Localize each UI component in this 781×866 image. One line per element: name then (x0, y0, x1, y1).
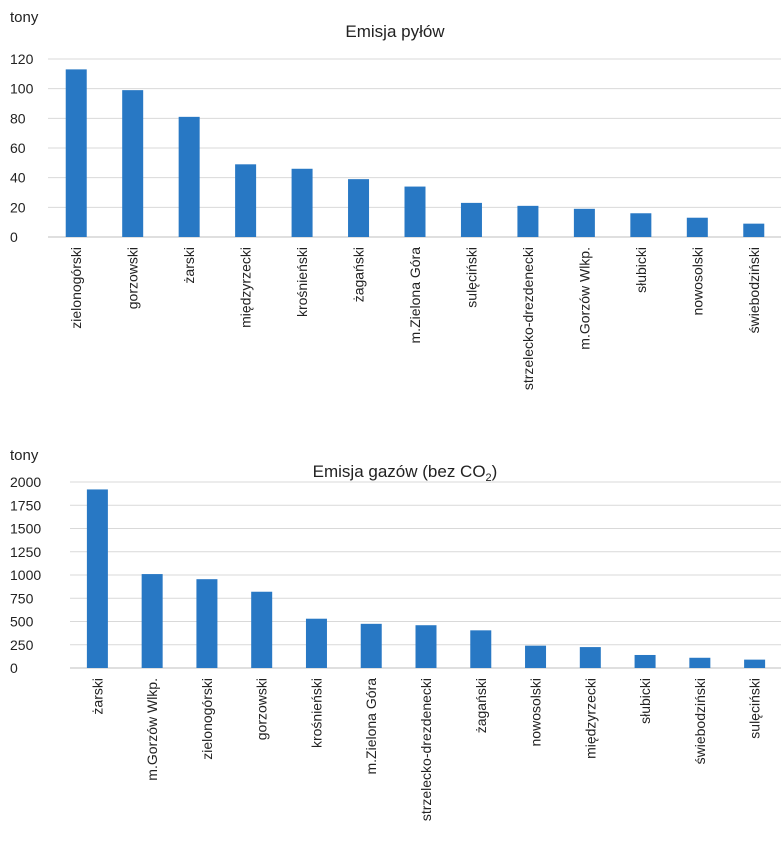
c1-category-label: krośnieński (294, 247, 310, 317)
chart1-category-labels: zielonogórski gorzowski żarski międzyrzecki… (68, 247, 762, 390)
chart1-unit-label: tony (10, 9, 39, 26)
c1-bar (348, 179, 370, 237)
c2-y-tick-label: 1250 (10, 544, 41, 560)
c2-category-label: m.Zielona Góra (363, 678, 379, 775)
c1-bar (122, 90, 144, 238)
c2-category-label: międzyrzecki (582, 678, 598, 759)
c2-bar (579, 647, 601, 668)
c1-bar (65, 69, 87, 237)
c1-category-label: zielonogórski (68, 247, 84, 329)
c1-category-label: nowosolski (689, 247, 705, 315)
c2-bar (525, 645, 547, 668)
chart2-unit-label: tony (10, 447, 39, 464)
dust-emission-chart: tony Emisja pyłów 0 20 40 60 80 100 120 zielon… (10, 9, 781, 390)
chart2-category-labels: żarski m.Gorzów Wlkp. zielonogórski gorzows… (89, 678, 762, 821)
c1-category-label: słubicki (633, 247, 649, 293)
chart2-y-ticks: 0 250 500 750 1000 1250 1500 1750 2000 (10, 474, 41, 676)
c2-bar (196, 579, 218, 668)
c2-bar (689, 657, 711, 668)
c2-bar (86, 489, 108, 668)
c2-y-tick-label: 1500 (10, 521, 41, 537)
c1-y-tick-label: 40 (10, 170, 26, 186)
c2-bar (360, 623, 382, 668)
chart2-title-subscript: 2 (486, 472, 492, 484)
c2-category-label: żarski (89, 678, 105, 715)
c1-y-tick-label: 100 (10, 81, 34, 97)
c2-y-tick-label: 500 (10, 614, 34, 630)
c2-bar (415, 625, 437, 668)
c1-category-label: żagański (351, 247, 367, 302)
c1-y-tick-label: 120 (10, 51, 34, 67)
c1-y-tick-label: 80 (10, 110, 26, 126)
c1-bar (686, 217, 708, 237)
c1-bar (573, 208, 595, 237)
c1-y-tick-label: 20 (10, 199, 26, 215)
c2-category-label: żagański (473, 678, 489, 733)
c1-category-label: gorzowski (125, 247, 141, 309)
c1-y-tick-label: 0 (10, 229, 18, 245)
c2-category-label: zielonogórski (199, 678, 215, 760)
c2-bar (634, 654, 656, 668)
chart2-gridlines (70, 481, 781, 669)
chart2-title-main: Emisja gazów (bez CO (313, 462, 486, 481)
chart2-title-end: ) (492, 462, 498, 481)
c2-category-label: strzelecko-drezdenecki (418, 678, 434, 821)
c1-category-label: m.Gorzów Wlkp. (576, 247, 592, 350)
c2-y-tick-label: 1750 (10, 497, 41, 513)
chart1-gridlines (48, 58, 781, 238)
c2-y-tick-label: 0 (10, 660, 18, 676)
chart2-bars (86, 489, 766, 668)
c1-category-label: międzyrzecki (238, 247, 254, 328)
c2-bar (141, 574, 163, 668)
c1-category-label: strzelecko-drezdenecki (520, 247, 536, 390)
c2-category-label: słubicki (637, 678, 653, 724)
c2-category-label: świebodziński (692, 678, 708, 764)
chart1-y-ticks: 0 20 40 60 80 100 120 (10, 51, 34, 245)
c2-y-tick-label: 750 (10, 590, 34, 606)
c2-bar (251, 591, 273, 668)
c2-y-tick-label: 1000 (10, 567, 41, 583)
c1-bar (630, 213, 652, 237)
c1-y-tick-label: 60 (10, 140, 26, 156)
c2-category-label: sulęciński (747, 678, 763, 739)
c1-category-label: żarski (181, 247, 197, 284)
c2-category-label: krośnieński (308, 678, 324, 748)
c1-bar (517, 205, 539, 237)
c1-category-label: m.Zielona Góra (407, 247, 423, 344)
c2-bar (744, 659, 766, 668)
c1-bar (178, 116, 200, 237)
chart1-bars (65, 69, 765, 238)
c2-bar (470, 630, 492, 668)
chart2-title: Emisja gazów (bez CO2) (313, 462, 498, 484)
c1-category-label: świebodziński (746, 247, 762, 333)
c1-bar (291, 168, 313, 237)
c1-bar (235, 164, 257, 237)
gas-emission-chart: tony Emisja gazów (bez CO2) 0 250 500 750 10… (10, 447, 781, 821)
c2-bar (305, 618, 327, 668)
c2-y-tick-label: 2000 (10, 474, 41, 490)
c1-category-label: sulęciński (463, 247, 479, 308)
c2-category-label: gorzowski (254, 678, 270, 740)
c1-bar (460, 202, 482, 237)
chart1-title: Emisja pyłów (345, 22, 445, 41)
c2-category-label: nowosolski (528, 678, 544, 746)
c2-category-label: m.Gorzów Wlkp. (144, 678, 160, 781)
c1-bar (404, 186, 426, 237)
c2-y-tick-label: 250 (10, 637, 34, 653)
c1-bar (743, 223, 765, 237)
